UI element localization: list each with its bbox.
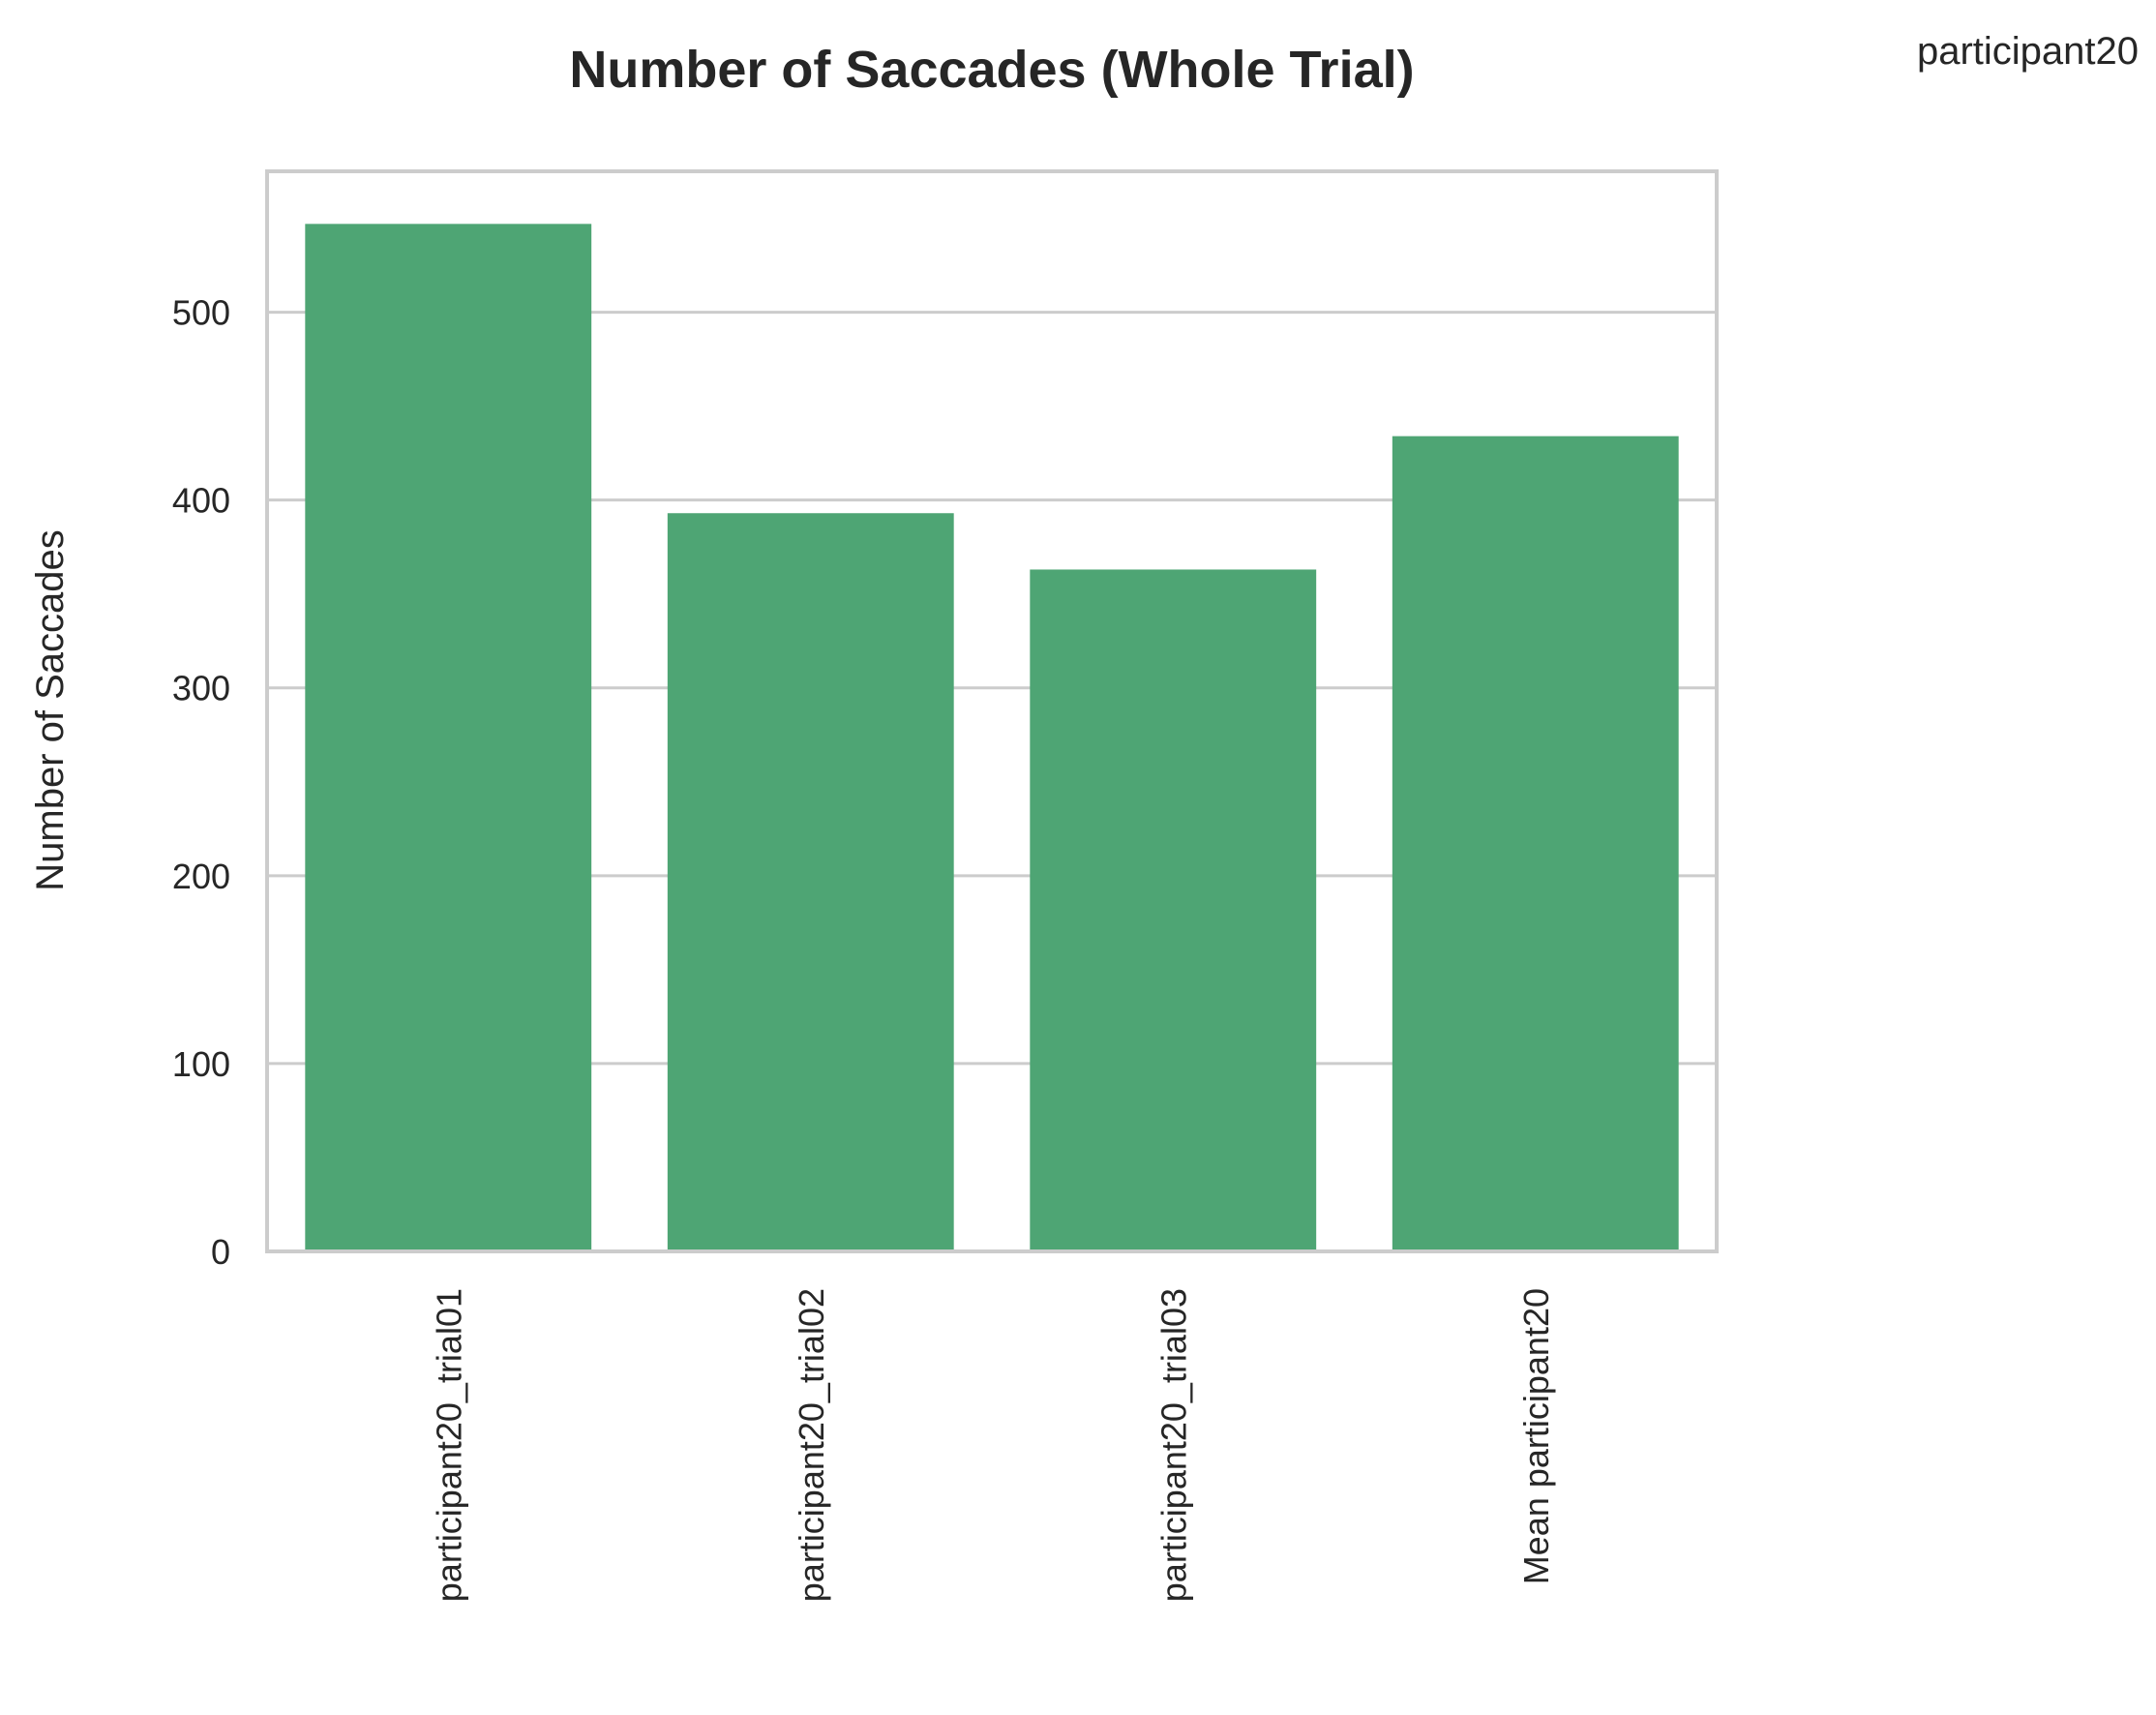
y-tick-label: 500 bbox=[172, 293, 230, 333]
y-tick-label: 0 bbox=[211, 1232, 230, 1272]
bar bbox=[1030, 569, 1317, 1251]
x-tick-label: participant20_trial01 bbox=[429, 1288, 468, 1602]
bar bbox=[1392, 436, 1679, 1251]
bar bbox=[667, 513, 954, 1251]
plot-frame bbox=[265, 169, 1719, 1253]
x-tick-label: participant20_trial02 bbox=[792, 1288, 831, 1602]
x-tick-layer: participant20_trial01 participant20_trial… bbox=[429, 1288, 1556, 1602]
bar bbox=[305, 224, 592, 1251]
y-tick-label: 300 bbox=[172, 669, 230, 708]
x-tick-label: Mean participant20 bbox=[1516, 1288, 1556, 1584]
y-tick-label: 100 bbox=[172, 1044, 230, 1084]
bar-layer bbox=[305, 224, 1679, 1251]
x-tick-label: participant20_trial03 bbox=[1153, 1288, 1193, 1602]
legend-label: participant20 bbox=[1917, 30, 2139, 73]
y-tick-label: 400 bbox=[172, 481, 230, 521]
y-axis-label: Number of Saccades bbox=[29, 529, 72, 891]
y-tick-layer: 0 100 200 300 400 500 bbox=[172, 293, 230, 1272]
chart-title: Number of Saccades (Whole Trial) bbox=[569, 41, 1414, 99]
y-tick-label: 200 bbox=[172, 857, 230, 896]
